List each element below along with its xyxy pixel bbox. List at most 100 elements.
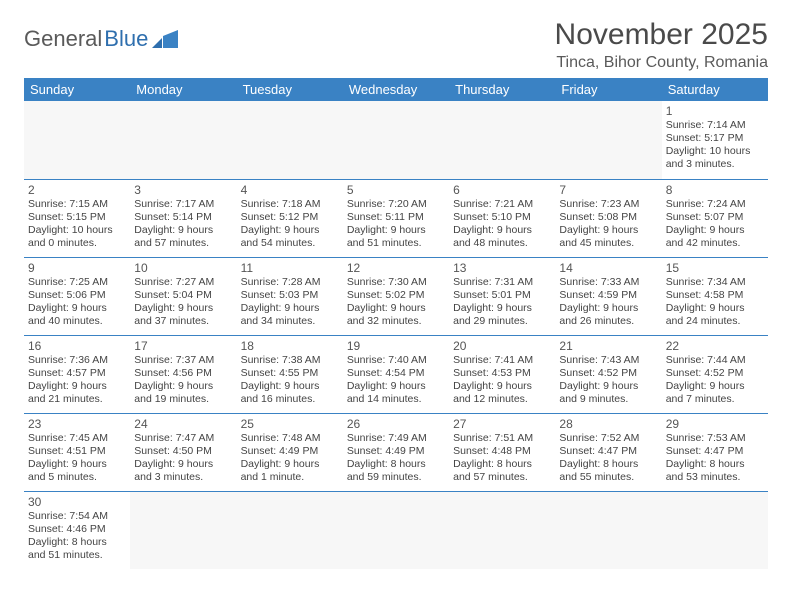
day-number: 26: [347, 417, 445, 431]
daylight-line: Daylight: 8 hours and 57 minutes.: [453, 458, 551, 484]
sunset-line: Sunset: 5:10 PM: [453, 211, 551, 224]
calendar-cell: [237, 491, 343, 569]
calendar-cell: 23Sunrise: 7:45 AMSunset: 4:51 PMDayligh…: [24, 413, 130, 491]
day-number: 14: [559, 261, 657, 275]
day-number: 12: [347, 261, 445, 275]
calendar-cell: 26Sunrise: 7:49 AMSunset: 4:49 PMDayligh…: [343, 413, 449, 491]
sunrise-line: Sunrise: 7:37 AM: [134, 354, 232, 367]
weekday-header: Wednesday: [343, 78, 449, 101]
sunrise-line: Sunrise: 7:45 AM: [28, 432, 126, 445]
calendar-cell: [662, 491, 768, 569]
calendar-cell: 13Sunrise: 7:31 AMSunset: 5:01 PMDayligh…: [449, 257, 555, 335]
day-number: 21: [559, 339, 657, 353]
daylight-line: Daylight: 9 hours and 34 minutes.: [241, 302, 339, 328]
daylight-line: Daylight: 9 hours and 51 minutes.: [347, 224, 445, 250]
sunrise-line: Sunrise: 7:14 AM: [666, 119, 764, 132]
weekday-header: Thursday: [449, 78, 555, 101]
calendar-cell: [555, 101, 661, 179]
day-number: 13: [453, 261, 551, 275]
calendar-cell: [130, 491, 236, 569]
sunrise-line: Sunrise: 7:43 AM: [559, 354, 657, 367]
sunrise-line: Sunrise: 7:25 AM: [28, 276, 126, 289]
sunrise-line: Sunrise: 7:15 AM: [28, 198, 126, 211]
calendar-cell: [343, 491, 449, 569]
sunrise-line: Sunrise: 7:36 AM: [28, 354, 126, 367]
sunrise-line: Sunrise: 7:41 AM: [453, 354, 551, 367]
day-number: 11: [241, 261, 339, 275]
sunset-line: Sunset: 4:58 PM: [666, 289, 764, 302]
daylight-line: Daylight: 8 hours and 55 minutes.: [559, 458, 657, 484]
day-number: 9: [28, 261, 126, 275]
day-number: 1: [666, 104, 764, 118]
sunset-line: Sunset: 5:02 PM: [347, 289, 445, 302]
weekday-header: Tuesday: [237, 78, 343, 101]
daylight-line: Daylight: 9 hours and 54 minutes.: [241, 224, 339, 250]
calendar-cell: [449, 101, 555, 179]
calendar-cell: 10Sunrise: 7:27 AMSunset: 5:04 PMDayligh…: [130, 257, 236, 335]
day-number: 2: [28, 183, 126, 197]
sunrise-line: Sunrise: 7:21 AM: [453, 198, 551, 211]
calendar-cell: 11Sunrise: 7:28 AMSunset: 5:03 PMDayligh…: [237, 257, 343, 335]
calendar-cell: 30Sunrise: 7:54 AMSunset: 4:46 PMDayligh…: [24, 491, 130, 569]
daylight-line: Daylight: 9 hours and 16 minutes.: [241, 380, 339, 406]
sunset-line: Sunset: 4:46 PM: [28, 523, 126, 536]
sunrise-line: Sunrise: 7:27 AM: [134, 276, 232, 289]
day-number: 25: [241, 417, 339, 431]
daylight-line: Daylight: 9 hours and 19 minutes.: [134, 380, 232, 406]
day-number: 30: [28, 495, 126, 509]
daylight-line: Daylight: 9 hours and 40 minutes.: [28, 302, 126, 328]
calendar-week-row: 16Sunrise: 7:36 AMSunset: 4:57 PMDayligh…: [24, 335, 768, 413]
sunset-line: Sunset: 4:57 PM: [28, 367, 126, 380]
sunrise-line: Sunrise: 7:52 AM: [559, 432, 657, 445]
daylight-line: Daylight: 9 hours and 3 minutes.: [134, 458, 232, 484]
day-number: 28: [559, 417, 657, 431]
sunset-line: Sunset: 5:03 PM: [241, 289, 339, 302]
sunset-line: Sunset: 4:55 PM: [241, 367, 339, 380]
sunset-line: Sunset: 5:04 PM: [134, 289, 232, 302]
day-number: 24: [134, 417, 232, 431]
calendar-week-row: 2Sunrise: 7:15 AMSunset: 5:15 PMDaylight…: [24, 179, 768, 257]
calendar-week-row: 1Sunrise: 7:14 AMSunset: 5:17 PMDaylight…: [24, 101, 768, 179]
daylight-line: Daylight: 10 hours and 0 minutes.: [28, 224, 126, 250]
calendar-cell: 1Sunrise: 7:14 AMSunset: 5:17 PMDaylight…: [662, 101, 768, 179]
sunset-line: Sunset: 4:54 PM: [347, 367, 445, 380]
calendar-cell: 14Sunrise: 7:33 AMSunset: 4:59 PMDayligh…: [555, 257, 661, 335]
sunset-line: Sunset: 4:59 PM: [559, 289, 657, 302]
day-number: 16: [28, 339, 126, 353]
logo: GeneralBlue: [24, 18, 178, 52]
calendar-cell: 18Sunrise: 7:38 AMSunset: 4:55 PMDayligh…: [237, 335, 343, 413]
sunset-line: Sunset: 4:50 PM: [134, 445, 232, 458]
logo-text-1: General: [24, 26, 102, 52]
calendar-cell: 28Sunrise: 7:52 AMSunset: 4:47 PMDayligh…: [555, 413, 661, 491]
calendar-week-row: 30Sunrise: 7:54 AMSunset: 4:46 PMDayligh…: [24, 491, 768, 569]
day-number: 22: [666, 339, 764, 353]
sunrise-line: Sunrise: 7:17 AM: [134, 198, 232, 211]
month-title: November 2025: [555, 18, 768, 52]
daylight-line: Daylight: 10 hours and 3 minutes.: [666, 145, 764, 171]
daylight-line: Daylight: 9 hours and 29 minutes.: [453, 302, 551, 328]
calendar-cell: 22Sunrise: 7:44 AMSunset: 4:52 PMDayligh…: [662, 335, 768, 413]
sunrise-line: Sunrise: 7:54 AM: [28, 510, 126, 523]
sunset-line: Sunset: 4:52 PM: [559, 367, 657, 380]
calendar-cell: 8Sunrise: 7:24 AMSunset: 5:07 PMDaylight…: [662, 179, 768, 257]
sunrise-line: Sunrise: 7:20 AM: [347, 198, 445, 211]
daylight-line: Daylight: 9 hours and 26 minutes.: [559, 302, 657, 328]
daylight-line: Daylight: 9 hours and 1 minute.: [241, 458, 339, 484]
calendar-table: Sunday Monday Tuesday Wednesday Thursday…: [24, 78, 768, 569]
daylight-line: Daylight: 9 hours and 12 minutes.: [453, 380, 551, 406]
calendar-body: 1Sunrise: 7:14 AMSunset: 5:17 PMDaylight…: [24, 101, 768, 569]
calendar-cell: 6Sunrise: 7:21 AMSunset: 5:10 PMDaylight…: [449, 179, 555, 257]
daylight-line: Daylight: 8 hours and 51 minutes.: [28, 536, 126, 562]
sunset-line: Sunset: 5:12 PM: [241, 211, 339, 224]
logo-text-2: Blue: [104, 26, 148, 52]
sunrise-line: Sunrise: 7:23 AM: [559, 198, 657, 211]
day-number: 17: [134, 339, 232, 353]
sunrise-line: Sunrise: 7:49 AM: [347, 432, 445, 445]
sunset-line: Sunset: 4:47 PM: [559, 445, 657, 458]
sunset-line: Sunset: 4:52 PM: [666, 367, 764, 380]
sunrise-line: Sunrise: 7:34 AM: [666, 276, 764, 289]
sunrise-line: Sunrise: 7:40 AM: [347, 354, 445, 367]
daylight-line: Daylight: 9 hours and 21 minutes.: [28, 380, 126, 406]
sunset-line: Sunset: 4:48 PM: [453, 445, 551, 458]
sunrise-line: Sunrise: 7:53 AM: [666, 432, 764, 445]
